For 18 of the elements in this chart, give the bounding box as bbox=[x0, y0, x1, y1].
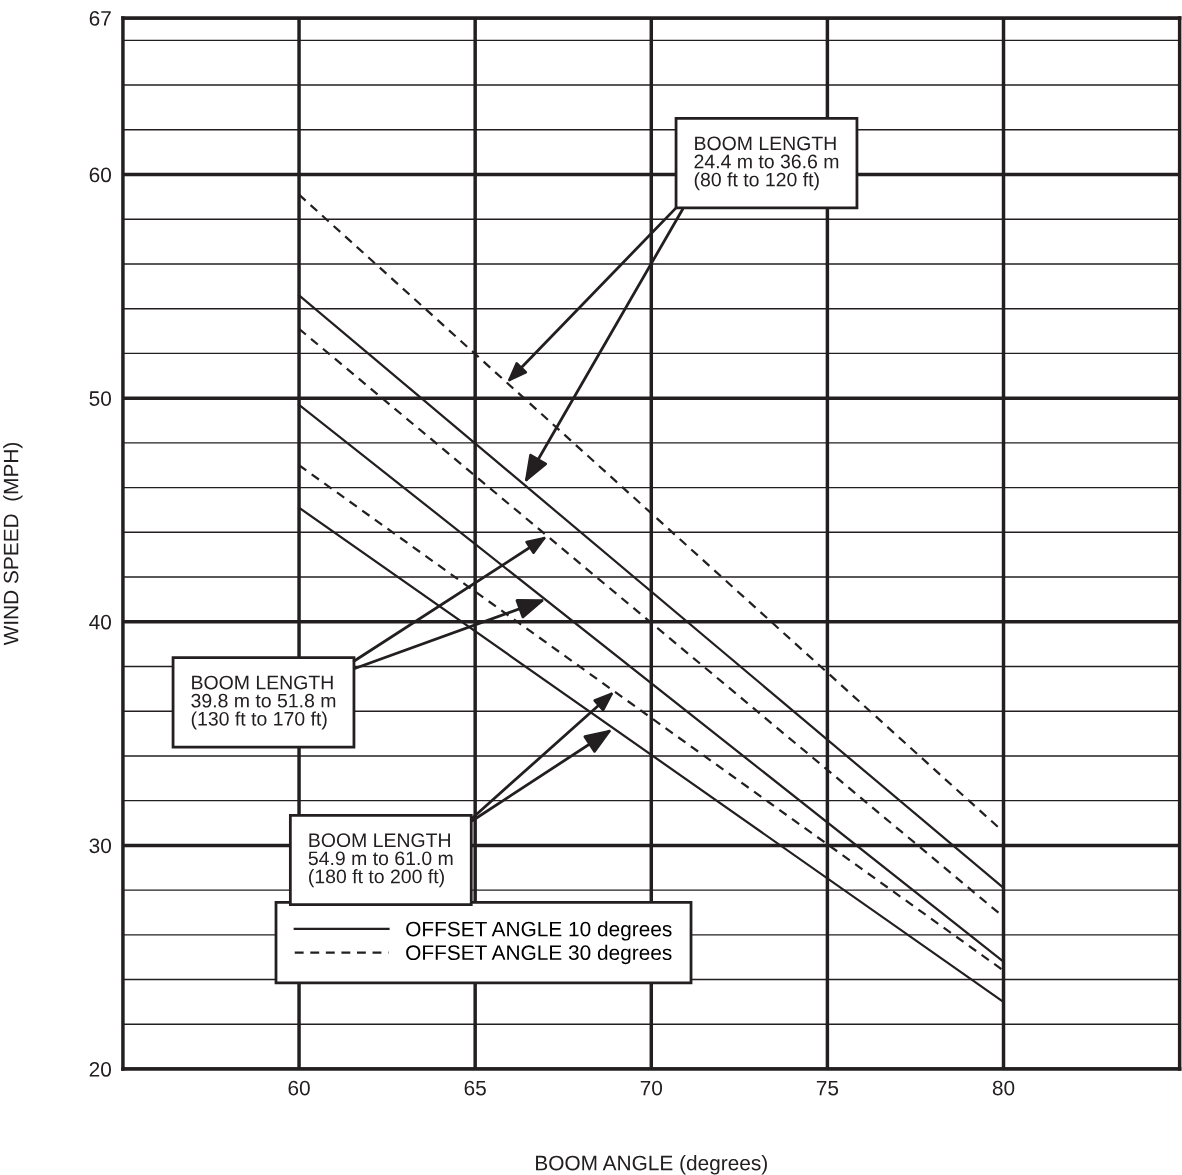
y-tick-label: 40 bbox=[89, 614, 111, 630]
y-tick-label: 67 bbox=[89, 10, 111, 26]
annotation: BOOM LENGTH 54.9 m to 61.0 m (180 ft to 200 ft) bbox=[308, 833, 453, 888]
annotation: BOOM LENGTH 39.8 m to 51.8 m (130 ft to 170 ft) bbox=[191, 675, 336, 730]
x-tick-label: 65 bbox=[464, 1080, 486, 1096]
x-tick-label: 80 bbox=[992, 1080, 1015, 1096]
x-tick-label: 75 bbox=[816, 1080, 839, 1096]
y-axis-title: WIND SPEED (MPH) bbox=[3, 442, 23, 646]
y-tick-label: 50 bbox=[89, 391, 111, 406]
x-axis-title: BOOM ANGLE (degrees) bbox=[536, 1155, 767, 1175]
y-tick-label: 30 bbox=[89, 838, 111, 854]
y-tick-label: 60 bbox=[89, 167, 111, 183]
legend-label: OFFSET ANGLE 10 degrees bbox=[406, 921, 672, 941]
x-tick-label: 60 bbox=[288, 1080, 310, 1096]
y-tick-label: 20 bbox=[89, 1062, 111, 1077]
x-tick-label: 70 bbox=[640, 1080, 663, 1096]
legend-label: OFFSET ANGLE 30 degrees bbox=[406, 944, 672, 965]
annotation: BOOM LENGTH 24.4 m to 36.6 m (80 ft to 120 ft) bbox=[694, 136, 839, 191]
